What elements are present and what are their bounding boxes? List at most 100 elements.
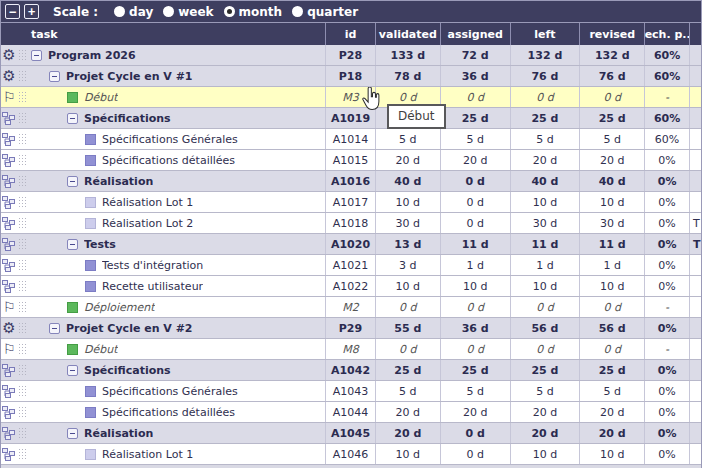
cell-validated[interactable]: 25 d — [375, 360, 440, 380]
cell-id[interactable]: P29 — [325, 318, 375, 338]
cell-revised[interactable]: 25 d — [579, 360, 644, 380]
cell-left[interactable]: 20 d — [510, 402, 580, 422]
cell-validated[interactable]: 20 d — [375, 150, 440, 170]
cell-assigned[interactable]: 20 d — [440, 402, 510, 422]
table-row[interactable]: ⚙ ⚐ Début M8 0 d 0 d 0 d 0 d — [1, 339, 701, 360]
table-row[interactable]: ⚙ ⚐ Réalisation A1045 20 d 0 d 20 d — [1, 423, 701, 444]
cell-id[interactable]: A1018 — [325, 213, 375, 233]
cell-task[interactable]: ⚙ ⚐ Projet Cycle en V #2 — [1, 318, 325, 338]
hierarchy-icon[interactable] — [1, 172, 17, 190]
drag-handle[interactable] — [18, 364, 26, 376]
cell-task[interactable]: ⚙ ⚐ Tests d'intégration — [1, 255, 325, 275]
hierarchy-icon[interactable] — [1, 235, 17, 253]
cell-left[interactable]: 10 d — [510, 276, 580, 296]
cell-assigned[interactable]: 0 d — [440, 444, 510, 464]
drag-handle[interactable] — [18, 112, 26, 124]
table-row[interactable]: ⚙ ⚐ Spécifications A1019 25 d 25 d 2 — [1, 108, 701, 129]
cell-revised[interactable]: 0 d — [579, 297, 644, 317]
drag-handle[interactable] — [18, 427, 26, 439]
table-row[interactable]: ⚙ ⚐ Réalisation A1016 40 d 0 d 40 d — [1, 171, 701, 192]
cell-revised[interactable]: 0 d — [579, 87, 644, 107]
table-row[interactable]: ⚙ ⚐ Program 2026 P28 133 d 72 d 132 — [1, 45, 701, 66]
cell-validated[interactable]: 20 d — [375, 402, 440, 422]
hierarchy-icon[interactable] — [1, 109, 17, 127]
radio-button-icon[interactable] — [163, 6, 174, 17]
cell-left[interactable]: 20 d — [510, 150, 580, 170]
cell-assigned[interactable]: 25 d — [440, 360, 510, 380]
cell-task[interactable]: ⚙ ⚐ Program 2026 — [1, 45, 325, 65]
cell-task[interactable]: ⚙ ⚐ Recette utilisateur — [1, 276, 325, 296]
drag-handle[interactable] — [18, 133, 26, 145]
cell-validated[interactable]: 133 d — [375, 45, 440, 65]
scale-option-week[interactable]: week — [163, 5, 213, 19]
cell-revised[interactable]: 56 d — [579, 318, 644, 338]
cell-left[interactable]: 56 d — [510, 318, 580, 338]
cell-assigned[interactable]: 25 d — [440, 108, 510, 128]
cell-task[interactable]: ⚙ ⚐ Réalisation Lot 1 — [1, 192, 325, 212]
cell-revised[interactable]: 20 d — [579, 150, 644, 170]
cell-left[interactable]: 5 d — [510, 381, 580, 401]
cell-revised[interactable]: 11 d — [579, 234, 644, 254]
cell-left[interactable]: 132 d — [510, 45, 580, 65]
cell-validated[interactable]: 13 d — [375, 234, 440, 254]
cell-validated[interactable]: 78 d — [375, 66, 440, 86]
cell-id[interactable]: A1020 — [325, 234, 375, 254]
table-row[interactable]: ⚙ ⚐ Réalisation Lot 1 A1017 10 d 0 d — [1, 192, 701, 213]
cell-id[interactable]: A1015 — [325, 150, 375, 170]
cell-left[interactable]: 10 d — [510, 444, 580, 464]
zoom-in-button[interactable]: + — [24, 4, 39, 19]
cell-id[interactable]: A1043 — [325, 381, 375, 401]
cell-validated[interactable]: 3 d — [375, 255, 440, 275]
cell-validated[interactable]: 30 d — [375, 213, 440, 233]
cell-tech-progress[interactable]: 0% — [644, 360, 689, 380]
cell-assigned[interactable]: 20 d — [440, 150, 510, 170]
cell-tech-progress[interactable]: 0% — [644, 171, 689, 191]
drag-handle[interactable] — [18, 343, 26, 355]
cell-tech-progress[interactable]: 0% — [644, 150, 689, 170]
cell-tech-progress[interactable]: 60% — [644, 129, 689, 149]
flag-icon[interactable]: ⚐ — [1, 298, 17, 316]
cell-task[interactable]: ⚙ ⚐ Réalisation Lot 1 — [1, 444, 325, 464]
radio-button-icon[interactable] — [114, 6, 125, 17]
cell-validated[interactable]: 10 d — [375, 276, 440, 296]
table-row[interactable]: ⚙ ⚐ Tests d'intégration A1021 3 d 1 d — [1, 255, 701, 276]
cell-revised[interactable]: 10 d — [579, 276, 644, 296]
table-row[interactable]: ⚙ ⚐ Début M3 0 d 0 d 0 d 0 d — [1, 87, 701, 108]
table-row[interactable]: ⚙ ⚐ Spécifications A1042 25 d 25 d 2 — [1, 360, 701, 381]
cell-task[interactable]: ⚙ ⚐ Projet Cycle en V #1 — [1, 66, 325, 86]
table-row[interactable]: ⚙ ⚐ Spécifications détaillées A1015 20 d — [1, 150, 701, 171]
radio-button-icon[interactable] — [292, 6, 303, 17]
drag-handle[interactable] — [18, 238, 26, 250]
cell-assigned[interactable]: 0 d — [440, 171, 510, 191]
collapse-toggle[interactable] — [67, 365, 78, 376]
cell-assigned[interactable]: 0 d — [440, 423, 510, 443]
cell-tech-progress[interactable]: 0% — [644, 255, 689, 275]
table-row[interactable]: ⚙ ⚐ Recette utilisateur A1022 10 d 10 d — [1, 276, 701, 297]
cell-task[interactable]: ⚙ ⚐ Spécifications détaillées — [1, 150, 325, 170]
cell-tech-progress[interactable]: - — [644, 297, 689, 317]
cell-id[interactable]: A1042 — [325, 360, 375, 380]
cell-id[interactable]: P18 — [325, 66, 375, 86]
cell-tech-progress[interactable]: 0% — [644, 276, 689, 296]
cell-id[interactable]: A1019 — [325, 108, 375, 128]
cell-validated[interactable]: 20 d — [375, 423, 440, 443]
drag-handle[interactable] — [18, 448, 26, 460]
cell-task[interactable]: ⚙ ⚐ Début — [1, 339, 325, 359]
cell-revised[interactable]: 1 d — [579, 255, 644, 275]
cell-left[interactable]: 25 d — [510, 108, 580, 128]
table-row[interactable]: ⚙ ⚐ Spécifications Générales A1014 5 d 5 — [1, 129, 701, 150]
hierarchy-icon[interactable] — [1, 424, 17, 442]
cell-validated[interactable]: 5 d — [375, 381, 440, 401]
cell-id[interactable]: M3 — [325, 87, 375, 107]
cell-validated[interactable]: 55 d — [375, 318, 440, 338]
gear-icon[interactable]: ⚙ — [1, 319, 17, 337]
radio-button-icon[interactable] — [224, 6, 235, 17]
scale-option-quarter[interactable]: quarter — [292, 5, 358, 19]
cell-tech-progress[interactable]: 60% — [644, 66, 689, 86]
drag-handle[interactable] — [18, 385, 26, 397]
cell-revised[interactable]: 25 d — [579, 108, 644, 128]
scale-option-day[interactable]: day — [114, 5, 153, 19]
cell-assigned[interactable]: 5 d — [440, 381, 510, 401]
hierarchy-icon[interactable] — [1, 445, 17, 463]
cell-id[interactable]: A1016 — [325, 171, 375, 191]
